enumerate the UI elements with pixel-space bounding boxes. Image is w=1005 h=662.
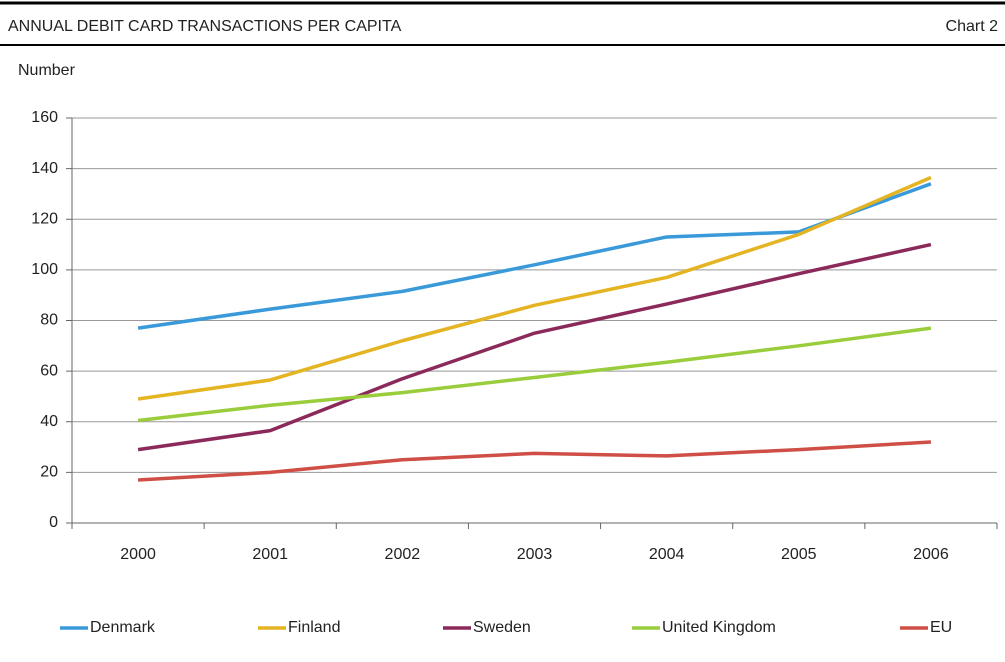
y-axis-label: Number (18, 62, 76, 79)
legend-label: EU (930, 619, 952, 636)
x-tick-label: 2005 (781, 546, 817, 563)
x-tick-label: 2000 (120, 546, 156, 563)
y-tick-label: 0 (49, 514, 58, 531)
x-tick-label: 2002 (385, 546, 421, 563)
y-tick-label: 160 (31, 109, 58, 126)
series-line (137, 182, 932, 330)
chart-title: ANNUAL DEBIT CARD TRANSACTIONS PER CAPIT… (8, 18, 402, 35)
legend-label: Sweden (473, 619, 531, 636)
series-line (137, 175, 932, 401)
y-tick-label: 40 (40, 413, 58, 430)
y-tick-label: 80 (40, 312, 58, 329)
y-tick-label: 60 (40, 362, 58, 379)
y-tick-label: 140 (31, 160, 58, 177)
series-line (137, 440, 932, 482)
series-line (137, 326, 932, 423)
chart-number: Chart 2 (946, 18, 999, 35)
legend-label: Denmark (90, 619, 156, 636)
x-tick-label: 2003 (517, 546, 553, 563)
y-tick-label: 120 (31, 210, 58, 227)
y-tick-label: 100 (31, 261, 58, 278)
x-tick-label: 2001 (252, 546, 288, 563)
y-tick-label: 20 (40, 464, 58, 481)
legend-label: Finland (288, 619, 340, 636)
series-line (137, 242, 932, 452)
x-tick-label: 2006 (913, 546, 949, 563)
x-tick-label: 2004 (649, 546, 685, 563)
legend-label: United Kingdom (662, 619, 776, 636)
